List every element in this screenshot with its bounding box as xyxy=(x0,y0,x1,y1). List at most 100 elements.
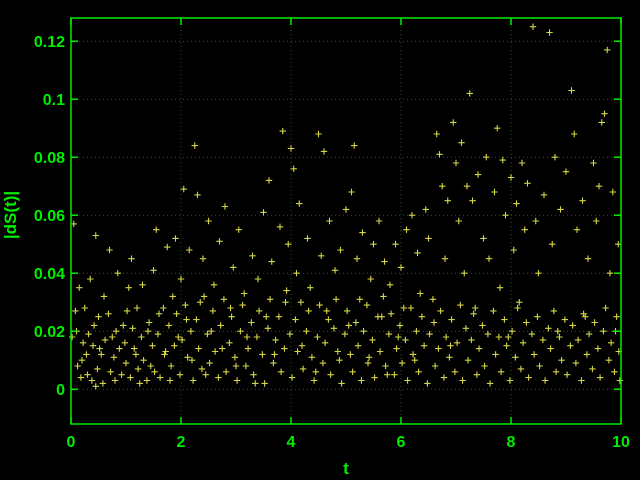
data-point xyxy=(161,351,168,358)
data-point xyxy=(359,229,366,236)
data-point xyxy=(198,365,206,373)
data-point xyxy=(573,226,581,233)
data-point xyxy=(343,307,351,315)
data-point xyxy=(369,336,376,344)
data-point xyxy=(242,362,250,370)
data-point xyxy=(165,322,173,329)
data-point xyxy=(371,374,378,381)
data-point xyxy=(125,284,132,291)
data-point xyxy=(349,368,356,375)
data-point xyxy=(283,287,290,294)
data-point xyxy=(352,319,360,326)
data-point xyxy=(133,304,141,312)
data-point xyxy=(253,333,261,341)
data-point xyxy=(151,368,158,375)
data-point xyxy=(226,339,233,346)
data-point xyxy=(107,368,114,375)
data-point xyxy=(567,342,574,349)
data-point xyxy=(288,374,296,381)
data-point xyxy=(561,316,569,323)
data-point xyxy=(453,339,461,346)
data-point xyxy=(275,313,283,320)
data-point xyxy=(175,333,182,341)
data-point xyxy=(436,151,443,158)
data-point xyxy=(92,383,99,390)
data-point xyxy=(358,377,365,384)
data-point xyxy=(215,374,222,381)
data-point xyxy=(424,380,431,387)
data-point xyxy=(184,354,191,361)
data-point xyxy=(316,301,323,309)
y-tick-label: 0.06 xyxy=(34,208,65,225)
data-point xyxy=(162,348,169,355)
data-point xyxy=(122,359,130,367)
data-point xyxy=(341,330,349,338)
data-point xyxy=(347,351,354,358)
data-point xyxy=(345,322,352,329)
data-point xyxy=(385,330,393,338)
data-point xyxy=(216,238,223,245)
data-point xyxy=(270,359,277,367)
data-point xyxy=(496,284,504,291)
data-point xyxy=(173,310,180,317)
data-point xyxy=(79,339,87,346)
data-point xyxy=(342,206,350,213)
data-point xyxy=(308,354,316,361)
data-point xyxy=(485,255,493,262)
y-tick-label: 0.08 xyxy=(34,150,65,167)
data-point xyxy=(326,217,333,225)
data-point xyxy=(457,301,464,309)
data-point xyxy=(589,365,596,373)
data-point xyxy=(143,377,151,384)
data-point xyxy=(228,313,235,320)
x-tick-labels: 0 2 4 6 8 10 xyxy=(67,434,630,451)
data-point xyxy=(360,328,367,335)
data-point xyxy=(462,325,470,332)
data-point xyxy=(370,241,377,248)
data-point xyxy=(209,307,217,315)
data-point xyxy=(132,351,140,358)
data-point xyxy=(568,87,575,94)
data-point xyxy=(84,371,91,378)
data-point xyxy=(497,368,505,375)
data-point xyxy=(521,226,528,233)
data-point xyxy=(114,270,121,277)
data-point xyxy=(292,316,299,323)
data-point xyxy=(336,357,343,364)
data-point xyxy=(78,357,86,364)
data-point xyxy=(468,336,475,344)
data-point xyxy=(327,371,334,378)
data-point xyxy=(172,235,179,242)
data-point xyxy=(348,188,355,196)
data-point xyxy=(433,130,440,138)
data-point xyxy=(507,174,515,181)
data-point xyxy=(323,307,330,315)
data-point xyxy=(579,197,586,204)
data-point xyxy=(516,299,523,306)
data-point xyxy=(529,23,537,30)
data-point xyxy=(68,333,76,341)
data-point xyxy=(400,304,407,312)
data-point xyxy=(392,241,399,248)
data-point xyxy=(532,217,539,225)
data-point xyxy=(411,357,418,364)
data-point xyxy=(248,319,255,326)
data-point xyxy=(331,267,339,274)
data-point xyxy=(200,293,208,300)
data-point xyxy=(524,180,531,187)
data-point xyxy=(486,380,494,387)
data-point xyxy=(116,345,123,352)
data-point xyxy=(596,374,604,381)
data-point xyxy=(337,246,344,254)
data-point xyxy=(193,316,200,323)
data-point xyxy=(549,241,556,248)
x-tick-label: 2 xyxy=(177,434,186,451)
data-point xyxy=(602,304,609,312)
data-point xyxy=(403,226,410,233)
data-point xyxy=(483,154,490,161)
data-point xyxy=(414,249,421,257)
data-point xyxy=(536,362,543,370)
data-point xyxy=(272,336,279,344)
data-point xyxy=(303,328,310,335)
